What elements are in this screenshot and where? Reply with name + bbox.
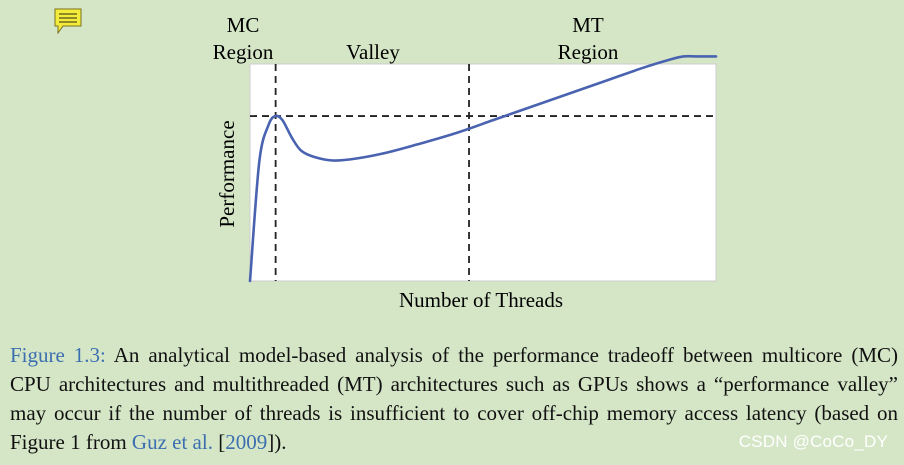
performance-chart: MC Region Valley MT Region Performance N… <box>213 13 718 312</box>
bracket-close: ]). <box>267 430 287 454</box>
mt-region-label-line1: MT <box>572 13 604 37</box>
citation-year-link[interactable]: 2009 <box>225 430 268 454</box>
mc-region-label-line1: MC <box>227 13 260 37</box>
mc-region-label-line2: Region <box>213 40 274 64</box>
x-axis-label: Number of Threads <box>399 288 563 312</box>
caption-text: An analytical model-based analysis of th… <box>10 343 898 454</box>
figure-caption: Figure 1.3: An analytical model-based an… <box>10 341 898 457</box>
citation-author-link[interactable]: Guz et al. <box>131 430 213 454</box>
plot-area <box>249 63 717 282</box>
mt-region-label-line2: Region <box>558 40 619 64</box>
watermark: CSDN @CoCo_DY <box>738 432 888 451</box>
y-axis-label: Performance <box>215 120 239 227</box>
bracket-open: [ <box>212 430 226 454</box>
sticky-note-icon[interactable] <box>54 8 82 34</box>
performance-curve <box>248 54 718 283</box>
valley-label: Valley <box>346 40 400 64</box>
figure-label: Figure 1.3: <box>10 343 106 367</box>
